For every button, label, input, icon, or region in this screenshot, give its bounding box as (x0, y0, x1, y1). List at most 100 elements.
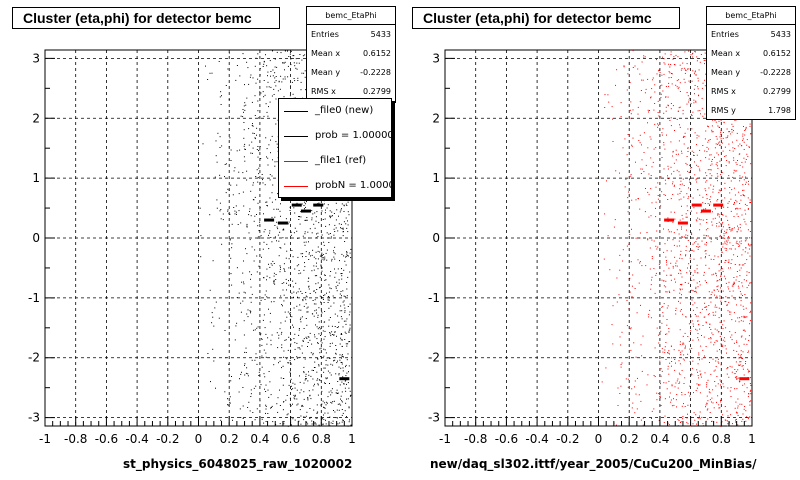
data-point (708, 305, 710, 306)
data-point (622, 249, 624, 251)
data-point (653, 240, 655, 242)
data-point (273, 88, 275, 90)
data-point (621, 331, 623, 333)
data-point (344, 310, 346, 312)
data-point (250, 74, 252, 76)
data-point (662, 56, 663, 58)
data-point (706, 242, 707, 243)
data-point (718, 307, 720, 309)
data-point (738, 377, 740, 379)
legend-entry: prob = 1.000000 (279, 124, 391, 149)
data-point (733, 130, 734, 132)
data-point (739, 164, 741, 166)
data-point (641, 265, 643, 267)
data-point (300, 211, 302, 213)
data-point (277, 397, 279, 399)
data-point (341, 278, 343, 280)
data-point (710, 238, 712, 240)
data-point (683, 196, 685, 198)
data-point (704, 138, 706, 140)
data-point (702, 196, 704, 198)
data-point (346, 372, 348, 374)
data-point (717, 143, 719, 145)
legend-label: probN = 1.000000 (315, 180, 391, 191)
data-point (743, 308, 745, 310)
data-point (720, 287, 721, 289)
data-point (349, 324, 351, 326)
data-point (256, 363, 258, 365)
data-point (307, 380, 309, 382)
data-point (272, 260, 274, 262)
data-point (337, 417, 338, 419)
data-point (304, 54, 306, 56)
data-point (265, 421, 267, 422)
data-point (284, 271, 286, 272)
data-point (272, 421, 274, 423)
data-point (701, 308, 703, 310)
data-point (337, 284, 339, 286)
data-point (743, 149, 745, 150)
data-point (331, 342, 333, 344)
data-point (726, 243, 728, 245)
data-point (277, 146, 279, 148)
data-point (715, 143, 717, 145)
data-point (675, 153, 677, 155)
data-point (311, 423, 313, 425)
data-point (334, 359, 336, 361)
data-point (742, 384, 744, 386)
y-tick-label: -3 (28, 411, 40, 425)
data-point (291, 292, 293, 294)
data-point (344, 311, 346, 313)
data-point (329, 357, 331, 359)
left-stats-box: bemc_EtaPhi Entries 5433 Mean x 0.6152 Mean … (306, 6, 396, 103)
data-point (711, 125, 713, 127)
data-point (709, 139, 711, 140)
data-point (660, 93, 662, 95)
data-point (647, 374, 649, 376)
data-point (749, 125, 751, 127)
data-point (718, 221, 720, 223)
data-point (324, 330, 326, 332)
data-point (673, 404, 675, 406)
data-point (318, 307, 320, 309)
data-point (677, 110, 679, 112)
data-point (238, 292, 240, 294)
data-point (320, 347, 322, 349)
data-point (654, 376, 656, 377)
data-point (314, 423, 316, 425)
data-point (638, 282, 640, 284)
data-point (236, 213, 237, 215)
data-point (671, 357, 673, 359)
data-point (667, 352, 669, 353)
data-point (665, 342, 667, 343)
data-point (740, 267, 742, 269)
data-point (327, 396, 329, 398)
data-point (736, 412, 738, 414)
data-point (278, 362, 279, 364)
y-tick-label: 1 (432, 171, 440, 185)
data-point (695, 70, 696, 72)
stats-value: 0.2799 (363, 87, 391, 96)
data-point (706, 384, 708, 386)
data-point (725, 282, 727, 284)
data-point (286, 414, 288, 416)
data-point (710, 154, 712, 156)
data-point (681, 294, 682, 296)
data-point (693, 88, 695, 90)
data-point (667, 352, 669, 354)
data-point (308, 336, 310, 338)
data-point (251, 125, 253, 126)
data-point (242, 191, 244, 193)
data-point (687, 198, 689, 200)
data-point (280, 322, 282, 324)
data-point (698, 384, 699, 386)
data-point (348, 371, 349, 373)
data-point (718, 216, 720, 218)
data-point (668, 178, 669, 180)
data-point (672, 105, 674, 107)
data-point (737, 407, 739, 409)
data-point (735, 418, 737, 420)
data-point (302, 300, 304, 302)
data-point (730, 263, 732, 264)
data-point (252, 132, 254, 134)
